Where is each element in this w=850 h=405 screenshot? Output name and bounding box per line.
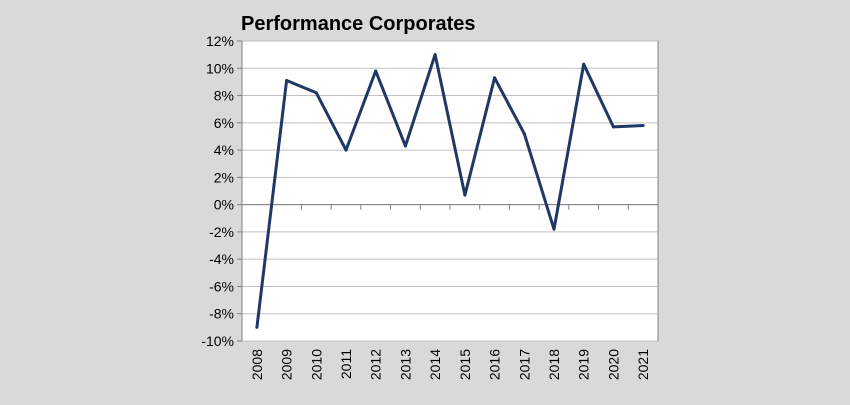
series-line	[255, 53, 644, 328]
chart-title: Performance Corporates	[241, 13, 476, 35]
data-point	[314, 91, 318, 95]
y-tick-label: 8%	[214, 88, 234, 104]
x-tick-label: 2017	[516, 349, 532, 380]
y-tick-label: 0%	[214, 197, 234, 213]
data-point	[403, 144, 407, 148]
y-axis: 12% 10% 8% 6% 4% 2% 0% -2% -4% -6% -8% -10%	[201, 33, 243, 349]
data-point	[374, 69, 378, 73]
y-tick-label: 4%	[214, 142, 234, 158]
x-tick-label: 2012	[368, 349, 384, 380]
y-tick-label: 12%	[206, 33, 234, 49]
x-tick-label: 2013	[397, 349, 413, 380]
x-tick-label: 2016	[487, 349, 503, 380]
x-tick-label: 2020	[605, 349, 621, 380]
data-point	[552, 227, 556, 231]
y-tick-label: -4%	[209, 251, 234, 267]
series-group	[255, 53, 645, 329]
y-tick-label: -10%	[201, 333, 234, 349]
data-point	[611, 125, 615, 129]
data-point	[285, 79, 289, 83]
y-tick-label: 10%	[206, 60, 234, 76]
y-tick-label: 6%	[214, 115, 234, 131]
x-axis: 2008 2009 2010 2011 2012 2013 2014 2015 2016 2017…	[241, 204, 659, 380]
y-tick-label: -8%	[209, 306, 234, 322]
x-tick-label: 2011	[338, 349, 354, 379]
x-tick-label: 2008	[249, 349, 265, 380]
x-tick-label: 2018	[546, 349, 562, 380]
y-tick-label: -6%	[209, 278, 234, 294]
data-point	[344, 148, 348, 152]
data-point	[522, 132, 526, 136]
data-point	[255, 325, 259, 329]
x-tick-label: 2021	[635, 349, 651, 380]
data-point	[641, 124, 645, 128]
data-point	[433, 53, 437, 57]
y-tick-label: -2%	[209, 224, 234, 240]
x-tick-label: 2010	[308, 349, 324, 380]
y-tick-label: 2%	[214, 169, 234, 185]
data-point	[493, 76, 497, 80]
x-tick-label: 2014	[427, 349, 443, 380]
x-tick-label: 2009	[279, 349, 295, 380]
data-point	[582, 62, 586, 66]
x-tick-label: 2015	[457, 349, 473, 380]
x-tick-label: 2019	[576, 349, 592, 380]
data-point	[463, 193, 467, 197]
